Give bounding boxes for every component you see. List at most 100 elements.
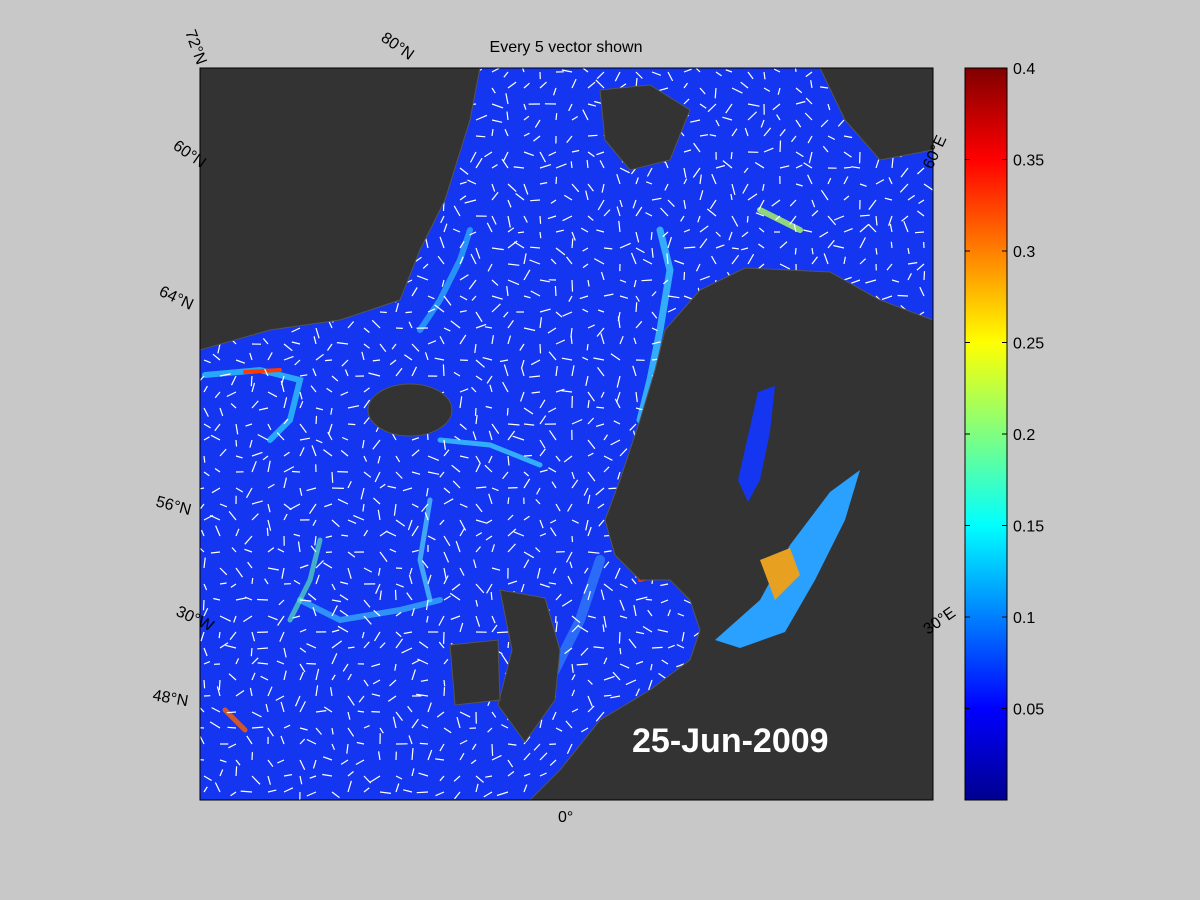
vector bbox=[662, 279, 669, 285]
vector bbox=[506, 286, 509, 297]
vector bbox=[603, 694, 612, 697]
vector bbox=[203, 607, 209, 617]
vector bbox=[323, 706, 333, 713]
vector bbox=[491, 743, 494, 756]
vector bbox=[523, 103, 527, 110]
vector bbox=[888, 215, 893, 226]
vector bbox=[407, 519, 413, 531]
land bbox=[200, 68, 933, 800]
vector bbox=[424, 352, 429, 361]
vector bbox=[722, 116, 733, 121]
vector bbox=[203, 647, 208, 657]
vector bbox=[535, 547, 541, 553]
vector bbox=[603, 434, 609, 441]
vector bbox=[419, 742, 429, 745]
vector bbox=[660, 583, 669, 587]
vector bbox=[789, 215, 797, 225]
vector bbox=[219, 582, 227, 585]
vector bbox=[281, 567, 285, 579]
vector bbox=[216, 686, 221, 697]
vector bbox=[918, 199, 925, 205]
vector bbox=[283, 724, 291, 729]
vector bbox=[650, 663, 653, 671]
vector bbox=[491, 487, 499, 492]
tick-label: 0.35 bbox=[1013, 153, 1044, 170]
vector bbox=[603, 247, 613, 250]
vector bbox=[754, 161, 765, 169]
vector bbox=[561, 390, 573, 393]
vector bbox=[475, 114, 488, 121]
vector bbox=[747, 253, 755, 265]
vector bbox=[683, 98, 690, 105]
vector bbox=[468, 279, 477, 290]
vector bbox=[507, 430, 516, 441]
vector bbox=[408, 735, 413, 745]
vector bbox=[371, 693, 381, 697]
vector bbox=[475, 546, 481, 553]
vector bbox=[595, 711, 605, 722]
vector bbox=[580, 227, 589, 233]
vector bbox=[363, 615, 372, 625]
vector bbox=[438, 641, 445, 649]
vector bbox=[827, 177, 832, 185]
vector bbox=[539, 308, 551, 313]
vector bbox=[833, 215, 845, 221]
vector bbox=[600, 391, 605, 398]
vector bbox=[389, 679, 397, 687]
vector bbox=[340, 581, 349, 585]
vector bbox=[635, 295, 640, 302]
vector bbox=[597, 199, 605, 211]
vector bbox=[571, 238, 574, 249]
vector bbox=[387, 485, 397, 489]
vector bbox=[610, 439, 621, 446]
vector bbox=[610, 353, 621, 361]
vector bbox=[587, 81, 596, 89]
vector bbox=[523, 269, 531, 281]
vector bbox=[210, 551, 221, 554]
vector bbox=[299, 727, 308, 731]
vector bbox=[331, 727, 334, 735]
vector bbox=[539, 182, 548, 185]
vector bbox=[529, 259, 541, 265]
vector bbox=[523, 295, 531, 299]
vector bbox=[507, 543, 516, 553]
vector bbox=[421, 724, 429, 729]
vector bbox=[454, 435, 461, 441]
vector bbox=[555, 339, 566, 345]
vector bbox=[823, 253, 829, 265]
vector bbox=[214, 391, 221, 399]
vector bbox=[567, 575, 573, 585]
vector bbox=[377, 455, 381, 464]
vector bbox=[267, 483, 275, 489]
vector bbox=[411, 525, 419, 537]
vector bbox=[452, 480, 461, 489]
vector bbox=[539, 448, 546, 457]
vector bbox=[330, 687, 333, 697]
vector bbox=[755, 212, 765, 217]
vector bbox=[340, 450, 349, 457]
vector bbox=[587, 324, 595, 329]
vector bbox=[293, 579, 301, 585]
vector bbox=[299, 391, 303, 400]
vector bbox=[523, 407, 534, 415]
vector bbox=[803, 162, 813, 169]
vector bbox=[283, 451, 290, 457]
vector bbox=[245, 487, 253, 499]
vector bbox=[827, 103, 831, 111]
vector bbox=[523, 327, 536, 332]
vector bbox=[820, 86, 829, 89]
vector bbox=[550, 258, 557, 265]
vector bbox=[258, 407, 269, 411]
vector bbox=[245, 423, 253, 427]
vector bbox=[805, 71, 813, 78]
vector bbox=[363, 387, 370, 393]
vector bbox=[491, 68, 501, 73]
vector bbox=[587, 679, 593, 685]
vector bbox=[251, 657, 259, 665]
vector bbox=[503, 71, 509, 78]
vector bbox=[603, 209, 611, 217]
vector bbox=[435, 791, 445, 797]
vector bbox=[441, 279, 445, 287]
vector bbox=[795, 87, 803, 94]
vector bbox=[571, 78, 577, 89]
